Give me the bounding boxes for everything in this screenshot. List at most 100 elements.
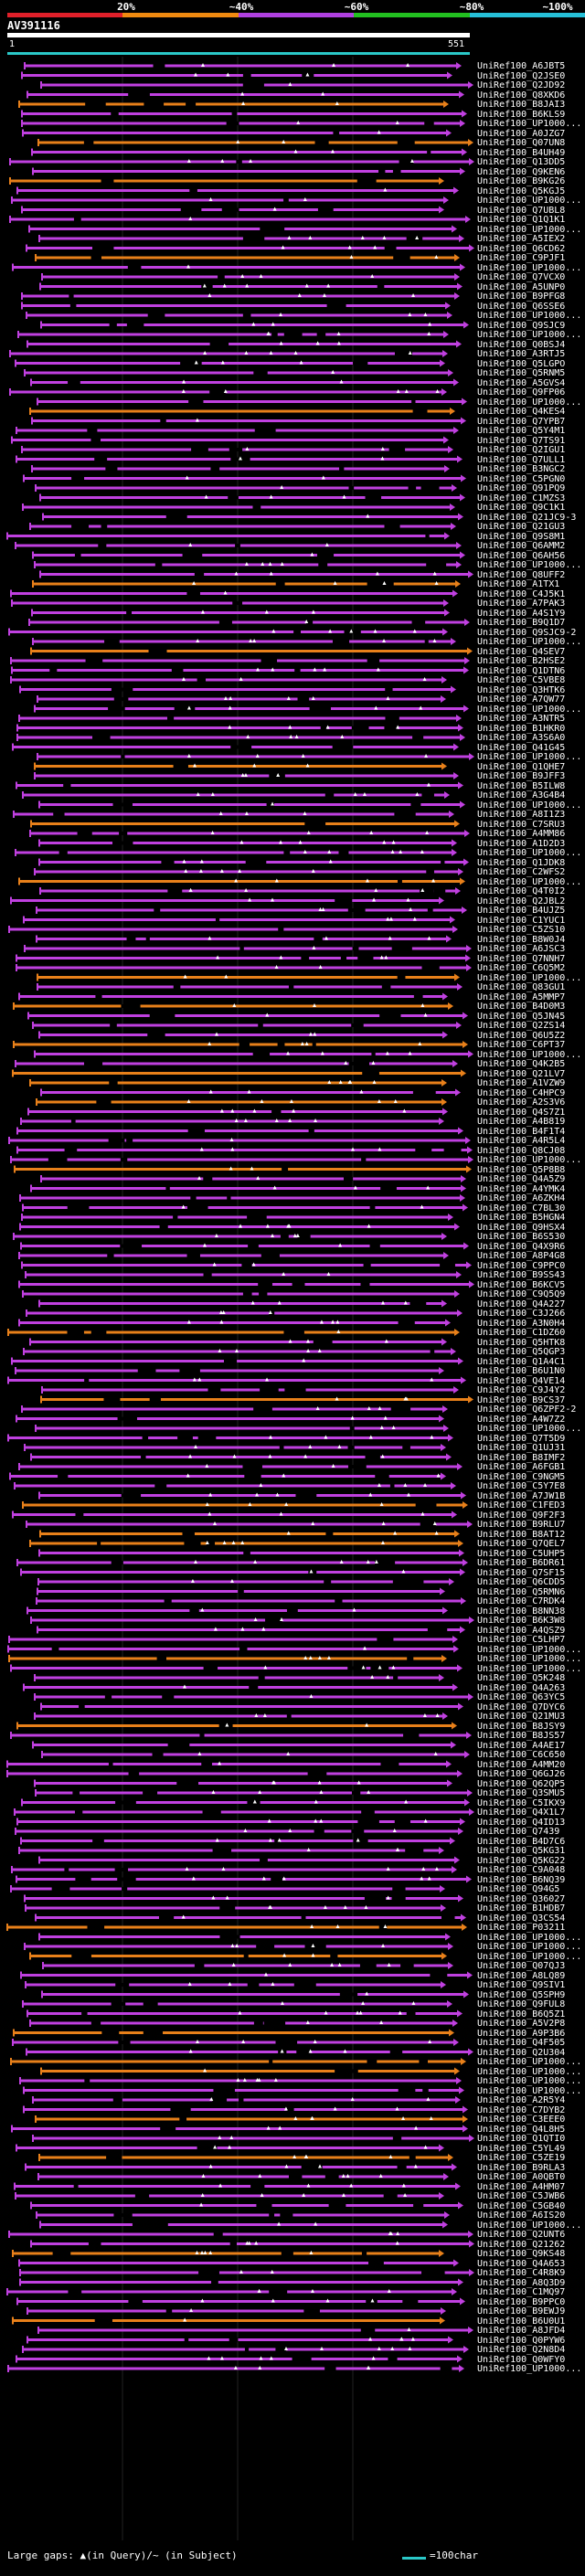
hit-label[interactable]: UniRef100_Q5K248 bbox=[477, 1673, 566, 1683]
hit-label[interactable]: UniRef100_Q83GU1 bbox=[477, 982, 566, 992]
hit-track[interactable] bbox=[14, 1808, 474, 1816]
hit-label[interactable]: UniRef100_A5IEX2 bbox=[477, 234, 566, 244]
hit-label[interactable]: UniRef100_Q5KG31 bbox=[477, 1846, 566, 1856]
hit-label[interactable]: UniRef100_B9Q1D7 bbox=[477, 618, 566, 628]
hit-label[interactable]: UniRef100_Q2JBL2 bbox=[477, 896, 566, 906]
hit-track[interactable] bbox=[11, 1357, 463, 1365]
hit-track[interactable] bbox=[34, 1050, 473, 1058]
hit-track[interactable] bbox=[19, 2278, 463, 2286]
hit-track[interactable] bbox=[12, 1511, 457, 1519]
hit-track[interactable] bbox=[31, 465, 450, 472]
hit-track[interactable] bbox=[34, 1779, 452, 1787]
hit-label[interactable]: UniRef100_A6IS20 bbox=[477, 2210, 566, 2221]
hit-label[interactable]: UniRef100_B8JS57 bbox=[477, 1731, 566, 1741]
hit-label[interactable]: UniRef100_C3EEE0 bbox=[477, 2115, 566, 2125]
hit-label[interactable]: UniRef100_UP1000... bbox=[477, 637, 582, 647]
hit-track[interactable] bbox=[11, 599, 449, 607]
hit-track[interactable] bbox=[25, 1904, 446, 1912]
hit-label[interactable]: UniRef100_Q8CJ08 bbox=[477, 1145, 566, 1156]
hit-track[interactable] bbox=[16, 2144, 444, 2152]
hit-label[interactable]: UniRef100_C9PJF1 bbox=[477, 253, 566, 263]
hit-track[interactable] bbox=[39, 1530, 460, 1538]
hit-label[interactable]: UniRef100_UP1000... bbox=[477, 1155, 582, 1165]
hit-track[interactable] bbox=[15, 2192, 444, 2200]
hit-track[interactable] bbox=[16, 427, 459, 434]
hit-label[interactable]: UniRef100_Q5SPH9 bbox=[477, 1989, 566, 2000]
hit-track[interactable] bbox=[18, 715, 462, 722]
hit-track[interactable] bbox=[30, 2201, 463, 2210]
hit-label[interactable]: UniRef100_A4B819 bbox=[477, 1117, 566, 1127]
hit-track[interactable] bbox=[37, 2327, 473, 2334]
hit-label[interactable]: UniRef100_A4W7Z2 bbox=[477, 1414, 566, 1425]
hit-label[interactable]: UniRef100_A4HM07 bbox=[477, 2181, 566, 2192]
hit-label[interactable]: UniRef100_Q0WFY0 bbox=[477, 2354, 566, 2365]
hit-track[interactable] bbox=[23, 2086, 464, 2094]
hit-track[interactable] bbox=[6, 1770, 463, 1777]
hit-label[interactable]: UniRef100_B9SS43 bbox=[477, 1270, 566, 1280]
hit-label[interactable]: UniRef100_Q4S7Z1 bbox=[477, 1107, 566, 1118]
hit-track[interactable] bbox=[38, 2154, 453, 2161]
hit-track[interactable] bbox=[16, 1722, 457, 1730]
hit-label[interactable]: UniRef100_A4R5L4 bbox=[477, 1136, 566, 1146]
hit-track[interactable] bbox=[41, 1990, 469, 1998]
hit-label[interactable]: UniRef100_Q9HSX4 bbox=[477, 1222, 566, 1233]
hit-track[interactable] bbox=[11, 1866, 457, 1873]
hit-track[interactable] bbox=[37, 983, 463, 991]
hit-label[interactable]: UniRef100_C5LHP7 bbox=[477, 1635, 566, 1645]
hit-label[interactable]: UniRef100_B9EWJ9 bbox=[477, 2306, 566, 2316]
hit-label[interactable]: UniRef100_Q21JC9-3 bbox=[477, 512, 577, 523]
hit-track[interactable] bbox=[7, 2365, 464, 2372]
hit-track[interactable] bbox=[37, 753, 474, 760]
hit-label[interactable]: UniRef100_UP1000... bbox=[477, 224, 582, 235]
hit-track[interactable] bbox=[25, 2163, 457, 2171]
hit-track[interactable] bbox=[8, 926, 458, 933]
hit-track[interactable] bbox=[27, 1606, 448, 1615]
hit-label[interactable]: UniRef100_Q2ZS14 bbox=[477, 1021, 566, 1031]
hit-track[interactable] bbox=[16, 1415, 444, 1423]
hit-track[interactable] bbox=[34, 868, 463, 875]
hit-track[interactable] bbox=[30, 2240, 474, 2248]
hit-label[interactable]: UniRef100_A5V2P8 bbox=[477, 2019, 566, 2029]
hit-label[interactable]: UniRef100_UP1000... bbox=[477, 1049, 582, 1060]
hit-track[interactable] bbox=[30, 1453, 452, 1461]
hit-track[interactable] bbox=[10, 1732, 472, 1739]
hit-track[interactable] bbox=[21, 1798, 470, 1807]
hit-track[interactable] bbox=[12, 2316, 445, 2325]
hit-label[interactable]: UniRef100_A4QSZ9 bbox=[477, 1625, 566, 1636]
hit-track[interactable] bbox=[35, 1913, 466, 1922]
hit-track[interactable] bbox=[34, 1693, 473, 1701]
hit-label[interactable]: UniRef100_C1MZS3 bbox=[477, 493, 566, 504]
hit-label[interactable]: UniRef100_Q6CD62 bbox=[477, 243, 566, 254]
hit-track[interactable] bbox=[28, 225, 457, 233]
hit-label[interactable]: UniRef100_Q4VE14 bbox=[477, 1375, 566, 1386]
hit-label[interactable]: UniRef100_Q1UJ31 bbox=[477, 1443, 566, 1453]
hit-track[interactable] bbox=[41, 273, 460, 281]
hit-label[interactable]: UniRef100_A5GVS4 bbox=[477, 377, 566, 388]
hit-label[interactable]: UniRef100_UP1000... bbox=[477, 1951, 582, 1962]
hit-track[interactable] bbox=[38, 235, 464, 242]
hit-label[interactable]: UniRef100_Q4X9R6 bbox=[477, 1241, 566, 1252]
hit-track[interactable] bbox=[10, 1664, 463, 1672]
hit-label[interactable]: UniRef100_Q6CDD5 bbox=[477, 1577, 566, 1587]
hit-label[interactable]: UniRef100_A0JZG7 bbox=[477, 128, 566, 139]
hit-track[interactable] bbox=[42, 513, 463, 521]
hit-track[interactable] bbox=[40, 1088, 461, 1097]
hit-track[interactable] bbox=[25, 1981, 446, 1988]
hit-track[interactable] bbox=[37, 398, 467, 406]
hit-label[interactable]: UniRef100_UP1000... bbox=[477, 330, 582, 340]
hit-track[interactable] bbox=[35, 2115, 468, 2123]
hit-track[interactable] bbox=[15, 542, 462, 549]
hit-track[interactable] bbox=[22, 1203, 468, 1212]
hit-label[interactable]: UniRef100_B4D7C6 bbox=[477, 1836, 566, 1847]
hit-label[interactable]: UniRef100_C4R8K9 bbox=[477, 2268, 566, 2278]
hit-label[interactable]: UniRef100_Q21262 bbox=[477, 2239, 566, 2250]
hit-label[interactable]: UniRef100_Q7ULL1 bbox=[477, 454, 566, 465]
hit-label[interactable]: UniRef100_A4YMK4 bbox=[477, 1183, 566, 1194]
hit-label[interactable]: UniRef100_A3G4B4 bbox=[477, 790, 566, 800]
hit-track[interactable] bbox=[9, 350, 448, 357]
hit-label[interactable]: UniRef100_Q1JDK8 bbox=[477, 857, 566, 868]
hit-track[interactable] bbox=[37, 1578, 454, 1585]
hit-track[interactable] bbox=[11, 666, 469, 674]
hit-track[interactable] bbox=[21, 206, 444, 214]
hit-label[interactable]: UniRef100_Q5KG22 bbox=[477, 1855, 566, 1866]
